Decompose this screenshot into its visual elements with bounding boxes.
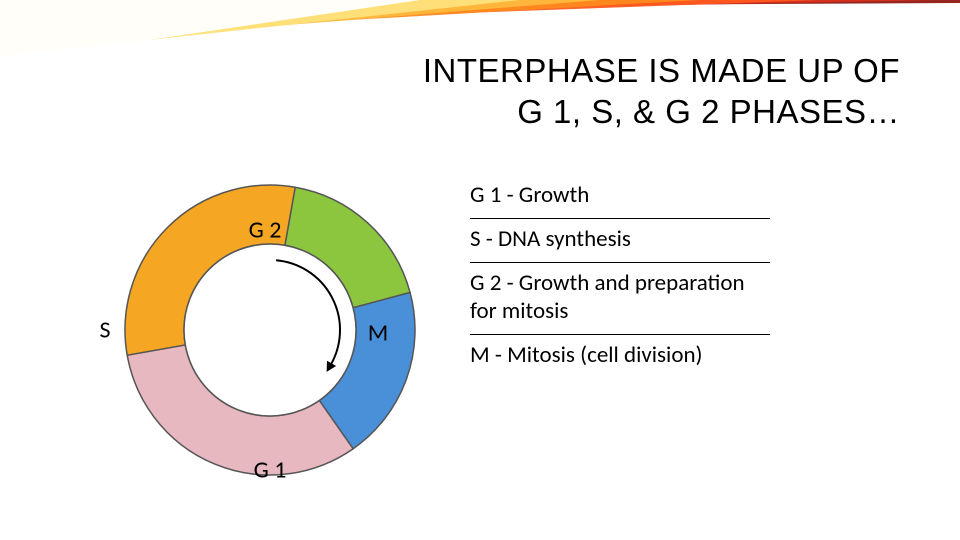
title-line-1: INTERPHASE IS MADE UP OF <box>423 50 900 91</box>
slice-label-m: M <box>368 319 389 348</box>
legend-item-2: G 2 - Growth and preparation for mitosis <box>470 263 770 336</box>
page-title: INTERPHASE IS MADE UP OF G 1, S, & G 2 P… <box>423 50 900 133</box>
legend-item-1: S - DNA synthesis <box>470 219 770 263</box>
slice-label-g2: G 2 <box>249 216 282 245</box>
cell-cycle-donut: G 2MG 1S <box>110 175 430 500</box>
slice-label-s: S <box>99 316 110 345</box>
slice-label-g1: G 1 <box>254 456 287 485</box>
legend-item-0: G 1 - Growth <box>470 175 770 219</box>
donut-hole <box>184 244 356 416</box>
title-line-2: G 1, S, & G 2 PHASES… <box>423 91 900 132</box>
legend-item-3: M - Mitosis (cell division) <box>470 335 770 378</box>
phase-legend: G 1 - GrowthS - DNA synthesisG 2 - Growt… <box>470 175 770 378</box>
